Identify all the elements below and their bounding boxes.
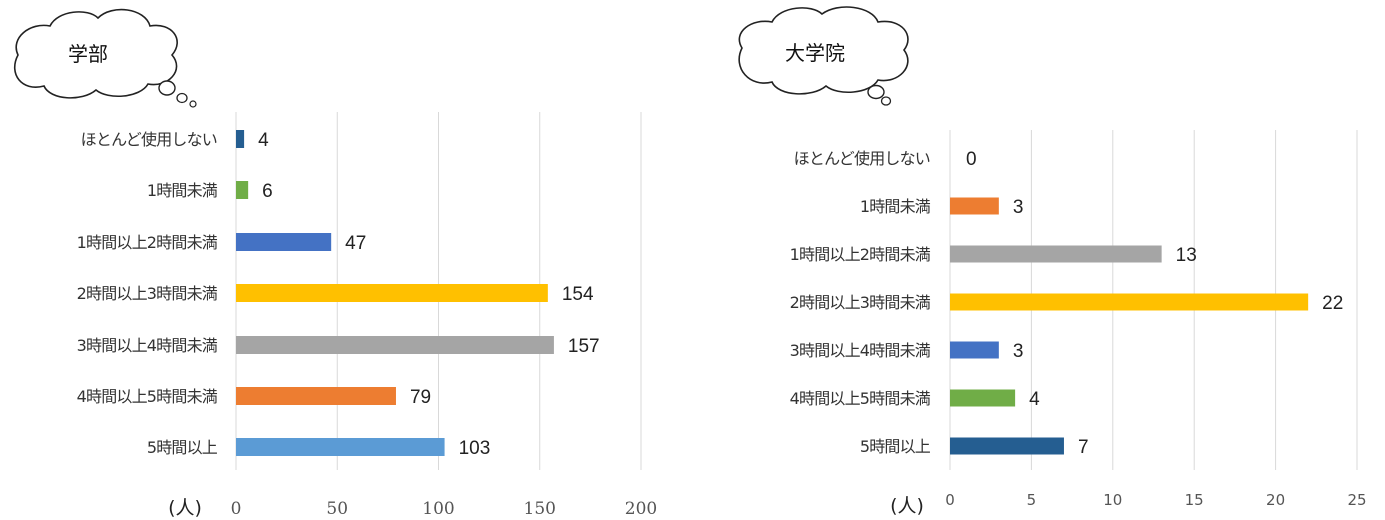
chart-1-x-tick-label: 50 (326, 499, 348, 519)
chart-2-value-label: 3 (1013, 197, 1024, 218)
chart-2-x-tick-label: 10 (1103, 491, 1122, 509)
chart-2-category-label: 3時間以上4時間未満 (790, 341, 931, 360)
chart-2-x-tick-label: 25 (1347, 491, 1366, 509)
chart-2-x-tick-label: 5 (1027, 491, 1037, 509)
chart-1-bar (236, 233, 332, 251)
chart-1-category-label: 3時間以上4時間未満 (77, 336, 218, 355)
chart-1-value-label: 154 (562, 284, 594, 305)
chart-1-value-label: 4 (258, 130, 269, 151)
chart-2-bar (950, 197, 999, 215)
chart-2-x-unit: (人) (890, 495, 924, 517)
chart-1-category-label: 1時間未満 (147, 181, 218, 200)
chart-1-bar (236, 438, 445, 456)
chart-2-bar (950, 389, 1016, 407)
chart-2-value-label: 0 (966, 149, 977, 170)
chart-1-x-tick-label: 200 (625, 499, 657, 519)
chart-2-value-label: 7 (1078, 437, 1089, 458)
thought-bubble-right: 大学院 (738, 6, 909, 106)
chart-2-x-tick-label: 20 (1266, 491, 1285, 509)
chart-2-category-label: 5時間以上 (860, 437, 931, 456)
chart-2-value-label: 3 (1013, 341, 1024, 362)
chart-1-title: 学部 (68, 42, 108, 66)
chart-1-x-tick-label: 150 (524, 499, 556, 519)
chart-1-bar (236, 284, 548, 302)
chart-2-value-label: 22 (1322, 293, 1343, 314)
chart-2-category-label: 1時間未満 (860, 197, 931, 216)
chart-2-x-tick-label: 15 (1185, 491, 1204, 509)
chart-2-bar (950, 341, 999, 359)
chart-2-bar (950, 437, 1064, 455)
thought-bubble-left: 学部 (13, 8, 197, 108)
chart-1-category-label: 2時間以上3時間未満 (77, 284, 218, 303)
chart-1-category-label: 4時間以上5時間未満 (77, 387, 218, 406)
chart-1-x-unit: (人) (168, 497, 202, 519)
chart-1-value-label: 103 (459, 438, 491, 459)
chart-2-bar (950, 245, 1162, 263)
chart-2-plot: 0 5 10 15 20 25 ほとんど使用しない 0 1時間未満 3 1時間以上2時間未満 13 2時… (790, 130, 1367, 509)
chart-1-value-label: 157 (568, 336, 600, 357)
chart-2-title: 大学院 (785, 41, 845, 65)
chart-1-bar (236, 130, 245, 148)
chart-1-x-tick-label: 0 (231, 499, 242, 519)
chart-2-category-label: 4時間以上5時間未満 (790, 389, 931, 408)
chart-2-category-label: 1時間以上2時間未満 (790, 245, 931, 264)
chart-1-category-label: ほとんど使用しない (81, 130, 217, 149)
chart-2-value-label: 4 (1029, 389, 1040, 410)
chart-2-bar (950, 293, 1309, 311)
chart-1-value-label: 47 (345, 233, 366, 254)
chart-1-bar (236, 181, 249, 199)
chart-1-category-label: 5時間以上 (147, 438, 218, 457)
chart-2-category-label: ほとんど使用しない (794, 149, 930, 168)
chart-1-value-label: 6 (262, 181, 273, 202)
chart-2-category-label: 2時間以上3時間未満 (790, 293, 931, 312)
chart-1-x-tick-label: 100 (422, 499, 454, 519)
chart-1-bar (236, 336, 554, 354)
chart-1-bar (236, 387, 396, 405)
chart-1-category-label: 1時間以上2時間未満 (77, 233, 218, 252)
chart-1-value-label: 79 (410, 387, 431, 408)
chart-2-value-label: 13 (1176, 245, 1197, 266)
chart-2-x-tick-label: 0 (945, 491, 955, 509)
chart-1-plot: 0 50 100 150 200 ほとんど使用しない 4 1時間未満 6 1時間以上2時間未満 47… (77, 112, 657, 519)
